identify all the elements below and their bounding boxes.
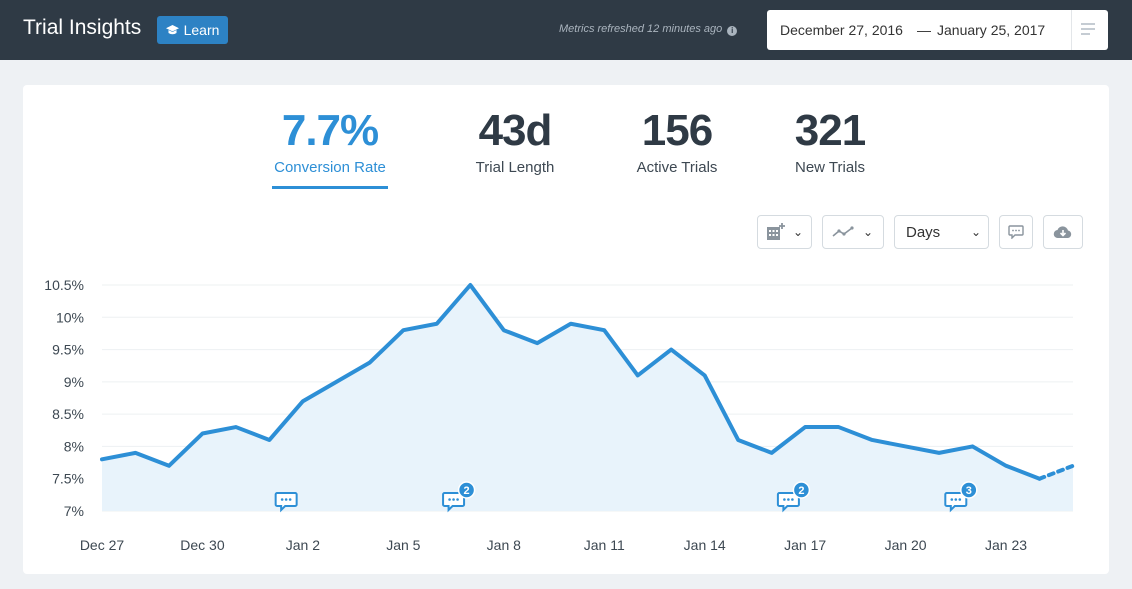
refresh-text: Metrics refreshed: [559, 23, 644, 35]
date-separator: —: [917, 22, 931, 38]
annotations-button[interactable]: [999, 215, 1033, 249]
learn-label: Learn: [183, 22, 220, 38]
graduation-cap-icon: [165, 24, 179, 34]
metric-value: 321: [794, 106, 866, 155]
top-bar: Trial Insights Learn Metrics refreshed 1…: [0, 0, 1132, 60]
calendar-compare-dropdown[interactable]: ⌄: [757, 215, 812, 249]
download-button[interactable]: [1043, 215, 1083, 249]
metric-new-trials[interactable]: 321 New Trials: [775, 105, 885, 176]
info-icon[interactable]: i: [727, 26, 738, 36]
metric-value: 156: [641, 106, 713, 155]
metric-value: 7.7%: [281, 106, 379, 155]
metric-conversion-rate[interactable]: 7.7% Conversion Rate: [272, 105, 388, 189]
learn-button[interactable]: Learn: [157, 16, 228, 44]
active-tab-indicator: [272, 186, 388, 189]
refresh-status: Metrics refreshed 12 minutes ago i: [559, 23, 738, 36]
calendar-plus-icon: [767, 223, 785, 240]
chevron-down-icon: ⌄: [793, 225, 804, 239]
interval-value: Days: [906, 223, 941, 241]
metric-label: Active Trials: [636, 159, 718, 176]
page-title: Trial Insights: [23, 16, 142, 39]
chart-type-dropdown[interactable]: ⌄: [822, 215, 884, 249]
refresh-ago: 12 minutes ago: [647, 23, 723, 35]
chevron-down-icon: ⌄: [970, 225, 981, 239]
chart-card: 7.7% Conversion Rate 43d Trial Length 15…: [23, 85, 1109, 574]
cloud-download-icon: [1053, 226, 1072, 239]
date-start: December 27, 2016: [780, 22, 903, 38]
metric-active-trials[interactable]: 156 Active Trials: [621, 105, 733, 176]
metric-trial-length[interactable]: 43d Trial Length: [459, 105, 571, 176]
comment-icon: [1008, 225, 1024, 239]
metric-label: Conversion Rate: [274, 159, 386, 176]
metric-label: Trial Length: [475, 159, 555, 176]
divider: [1071, 10, 1072, 50]
date-range-picker[interactable]: December 27, 2016 — January 25, 2017: [767, 10, 1108, 50]
interval-select[interactable]: Days ⌄: [894, 215, 989, 249]
metric-value: 43d: [478, 106, 553, 155]
date-end: January 25, 2017: [937, 22, 1046, 38]
menu-icon[interactable]: [1081, 23, 1097, 37]
line-chart-icon: [832, 226, 854, 237]
metric-label: New Trials: [794, 159, 865, 176]
chevron-down-icon: ⌄: [863, 225, 874, 239]
